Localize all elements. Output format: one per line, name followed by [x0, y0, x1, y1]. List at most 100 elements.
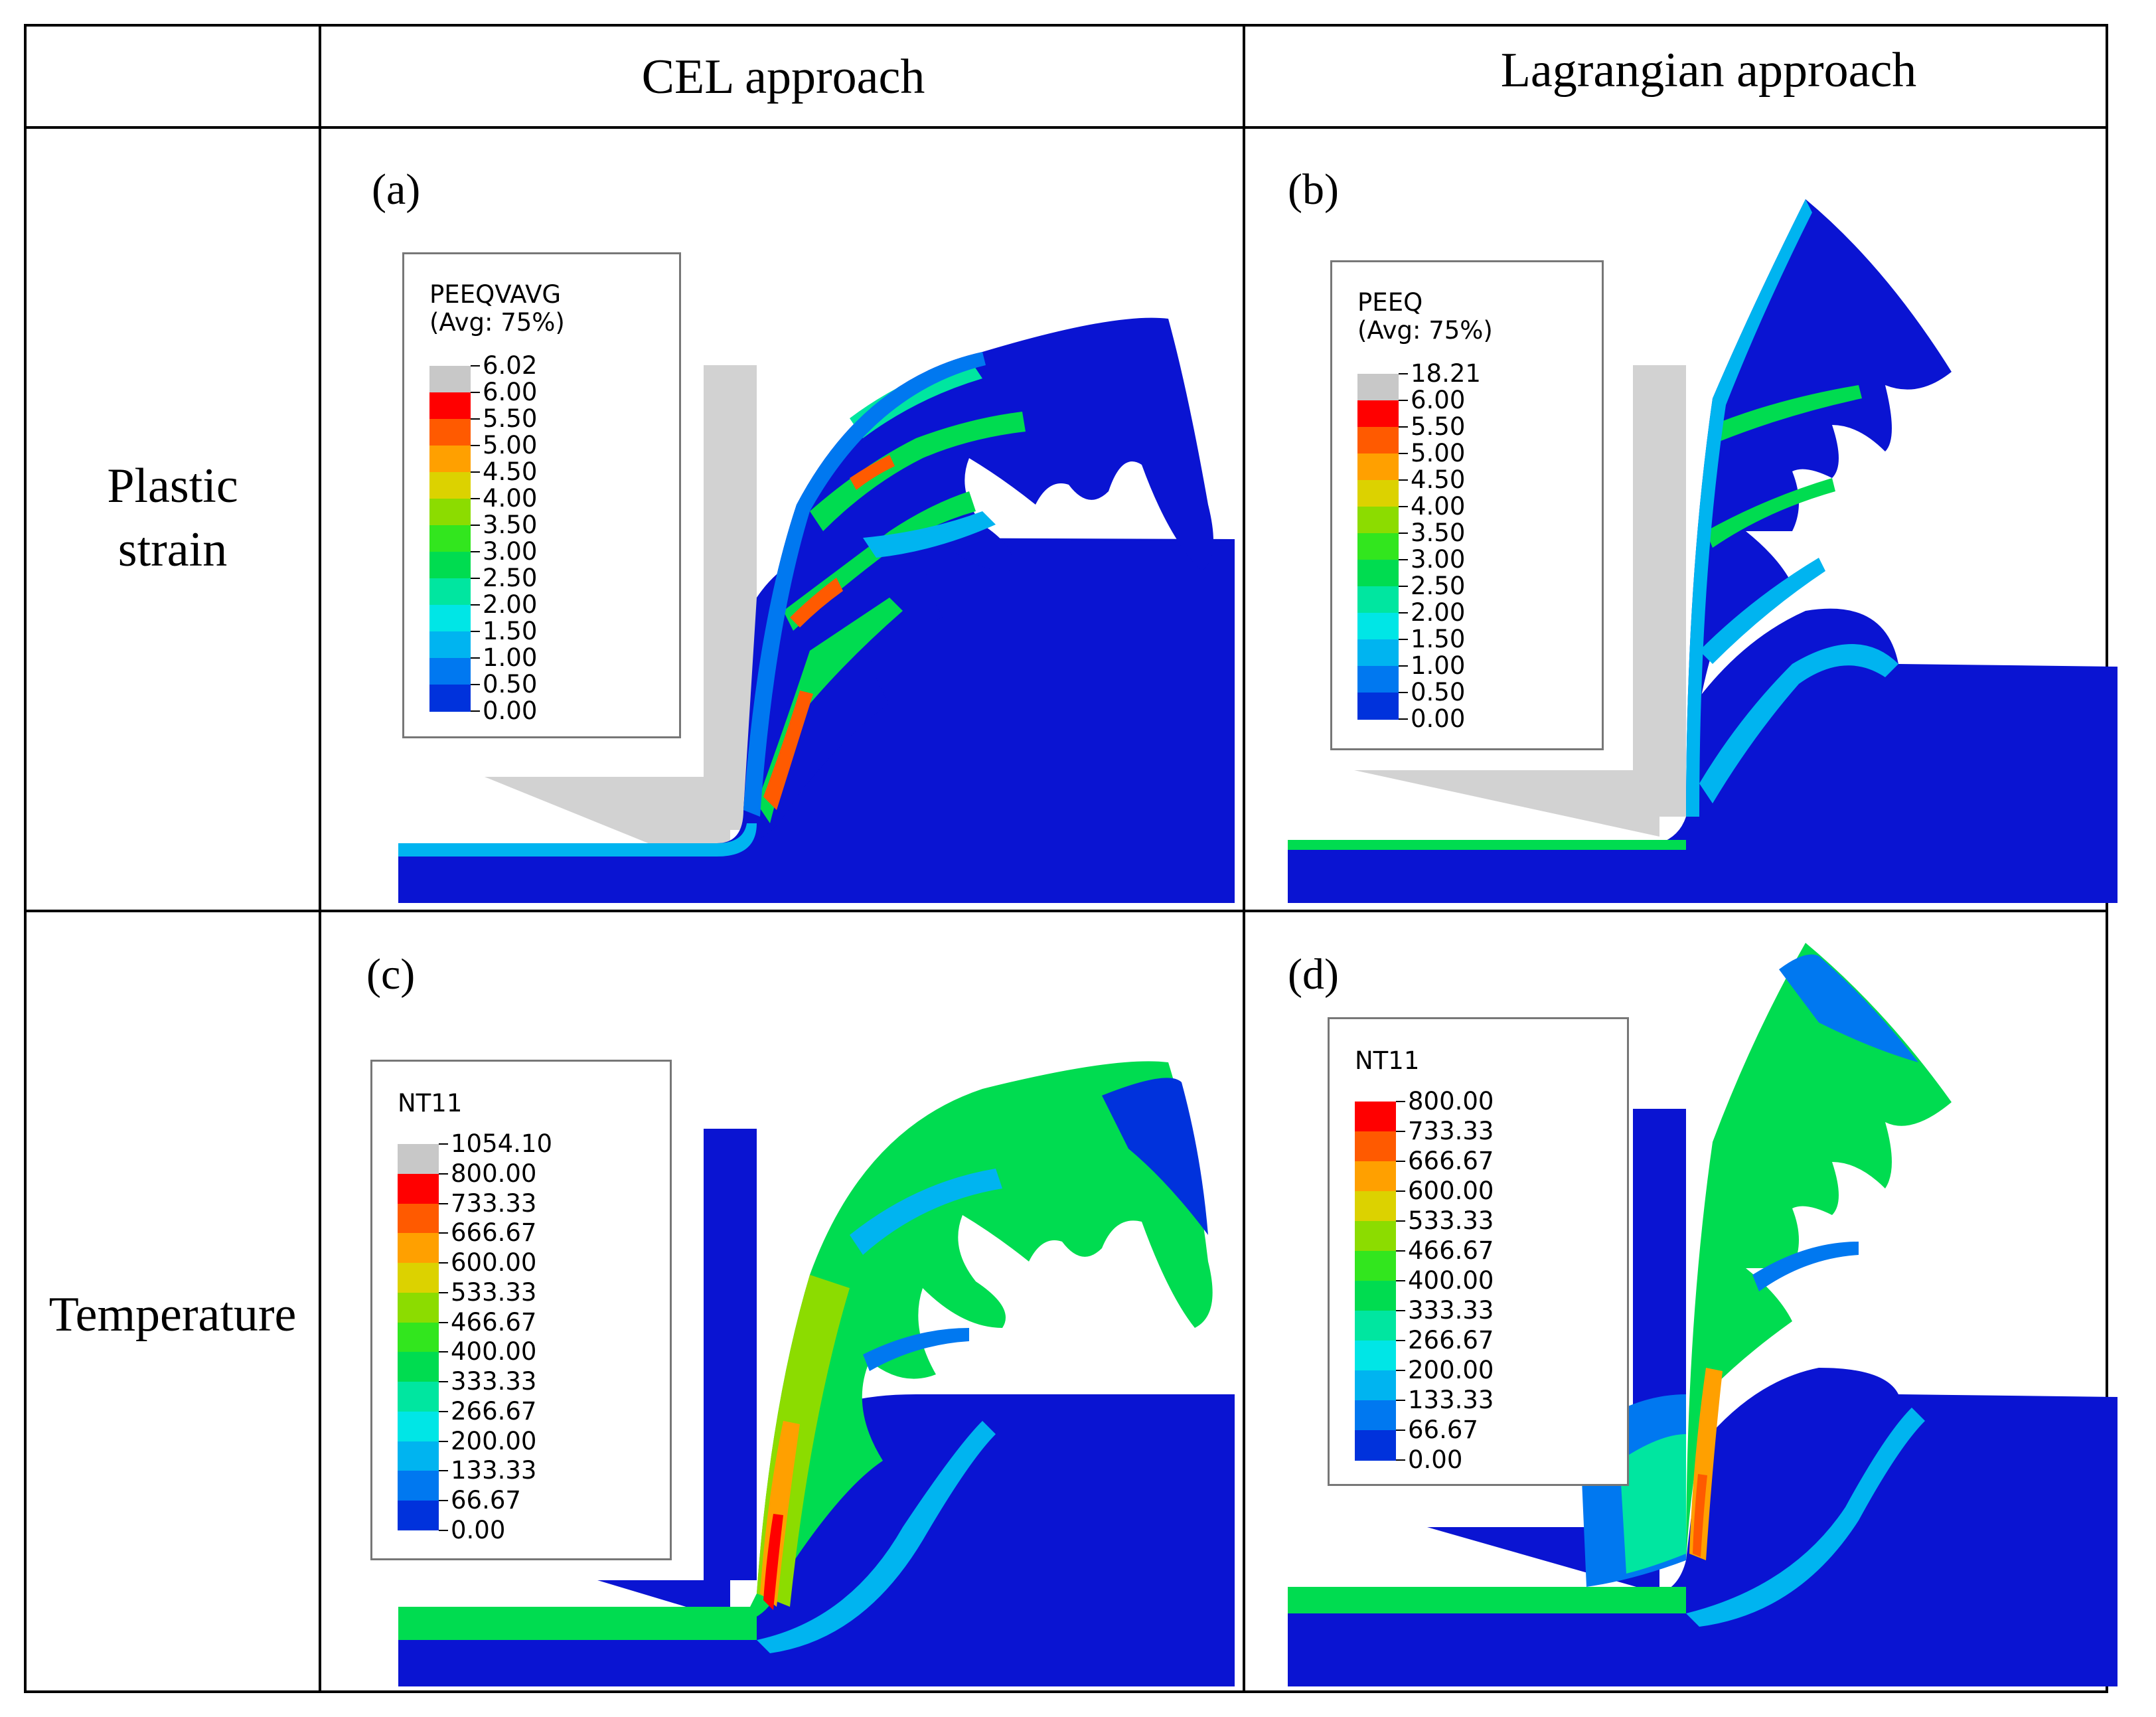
- legend-color-bar: [1357, 374, 1399, 720]
- shear-band-2-core: [790, 578, 843, 627]
- legend-value: 400.00: [451, 1337, 537, 1366]
- legend-tick: [471, 604, 480, 606]
- legend-swatch: [1355, 1281, 1396, 1311]
- legend-value: 533.33: [1408, 1206, 1494, 1235]
- chip-free-edge: [863, 511, 996, 558]
- panel-c-simulation: [398, 1061, 1235, 1686]
- legend-value: 0.00: [1408, 1445, 1463, 1474]
- legend-swatch: [398, 1352, 439, 1382]
- panel-label-b: (b): [1288, 165, 1339, 214]
- panel-label-a: (a): [372, 165, 421, 214]
- legend-tick: [471, 471, 480, 473]
- legend-value: 2.00: [483, 590, 538, 619]
- legend-tick: [1399, 400, 1408, 401]
- deformation-zone-inner: [1620, 1434, 1686, 1574]
- legend-title-line1: PEEQ: [1357, 288, 1423, 317]
- legend-value: 0.50: [483, 670, 538, 698]
- legend-value: 266.67: [451, 1396, 537, 1426]
- legend-tick: [471, 525, 480, 526]
- legend-tick: [1399, 665, 1408, 667]
- legend-value: 3.00: [483, 537, 538, 566]
- panel-label-c: (c): [366, 950, 416, 999]
- legend-swatch: [1357, 507, 1399, 534]
- legend-swatch: [429, 658, 471, 685]
- legend-swatch: [429, 419, 471, 446]
- legend-tick: [1399, 506, 1408, 507]
- legend-color-bar: [429, 366, 471, 712]
- legend-swatch: [1355, 1251, 1396, 1281]
- legend-tick: [439, 1410, 448, 1412]
- legend-swatch: [398, 1263, 439, 1293]
- row-label-temperature: Temperature: [48, 1287, 297, 1342]
- legend-swatch: [398, 1471, 439, 1501]
- column-divider-1: [319, 27, 321, 1690]
- legend-peeqvavg: PEEQVAVG (Avg: 75%) 6.02 6.00 5.50 5.00 4.50…: [402, 252, 681, 738]
- legend-swatch: [398, 1144, 439, 1175]
- cool-band: [1752, 1242, 1859, 1291]
- panel-label-d: (d): [1288, 950, 1339, 999]
- legend-value: 1.50: [483, 617, 538, 645]
- legend-tick: [1396, 1131, 1405, 1132]
- legend-tick: [1399, 639, 1408, 640]
- legend-swatch: [429, 552, 471, 579]
- legend-swatch: [398, 1441, 439, 1471]
- legend-tick: [1399, 718, 1408, 720]
- legend-value: 333.33: [1408, 1296, 1494, 1325]
- legend-value: 6.02: [483, 351, 538, 380]
- legend-swatch: [429, 578, 471, 606]
- legend-swatch: [1355, 1191, 1396, 1222]
- legend-title-line2: (Avg: 75%): [1357, 316, 1493, 345]
- legend-value: 1.00: [1411, 651, 1466, 680]
- legend-tick: [439, 1530, 448, 1531]
- legend-swatch: [1357, 586, 1399, 613]
- legend-swatch: [1357, 480, 1399, 507]
- hot-zone-core: [763, 1514, 783, 1610]
- legend-tick: [1396, 1250, 1405, 1252]
- row-divider-middle: [27, 910, 2106, 912]
- legend-tick: [439, 1440, 448, 1442]
- legend-color-bar: [398, 1144, 439, 1531]
- chip-body: [1686, 199, 1952, 817]
- legend-swatch: [398, 1173, 439, 1204]
- legend-tick: [1399, 586, 1408, 587]
- legend-peeq: PEEQ (Avg: 75%) 18.21 6.00 5.50 5.00 4.50 4.0…: [1330, 260, 1604, 750]
- legend-value: 600.00: [1408, 1177, 1494, 1205]
- legend-tick: [1399, 559, 1408, 560]
- legend-swatch: [1357, 453, 1399, 481]
- machined-surface-layer: [1288, 1587, 1686, 1613]
- legend-swatch: [1355, 1370, 1396, 1401]
- legend-swatch: [1355, 1221, 1396, 1252]
- machined-surface-layer: [398, 823, 757, 857]
- legend-value: 800.00: [1408, 1087, 1494, 1115]
- legend-tick: [1399, 373, 1408, 374]
- legend-tick: [1399, 479, 1408, 481]
- legend-tick: [471, 392, 480, 393]
- legend-tick: [439, 1381, 448, 1383]
- legend-value: 0.00: [483, 696, 538, 725]
- tool-shape: [597, 1129, 757, 1620]
- legend-swatch: [1357, 560, 1399, 587]
- legend-swatch: [1357, 693, 1399, 720]
- panel-a-simulation: [398, 317, 1235, 903]
- legend-value: 666.67: [451, 1218, 537, 1248]
- legend-value: 66.67: [1408, 1416, 1478, 1444]
- legend-value: 6.00: [483, 378, 538, 406]
- legend-value: 333.33: [451, 1367, 537, 1396]
- legend-tick: [471, 578, 480, 579]
- legend-swatch: [1355, 1430, 1396, 1461]
- legend-tick: [1396, 1400, 1405, 1401]
- legend-value: 4.50: [483, 457, 538, 486]
- legend-swatch: [429, 631, 471, 659]
- shear-band-1: [1699, 558, 1825, 664]
- machined-surface-layer: [398, 1607, 757, 1640]
- legend-swatch: [429, 446, 471, 473]
- legend-tick: [439, 1143, 448, 1145]
- legend-tick: [471, 657, 480, 659]
- workpiece-base: [1288, 608, 2118, 903]
- legend-value: 733.33: [1408, 1117, 1494, 1145]
- legend-value: 5.00: [483, 431, 538, 459]
- legend-value: 133.33: [1408, 1386, 1494, 1414]
- legend-value: 200.00: [451, 1426, 537, 1455]
- legend-tick: [471, 710, 480, 712]
- legend-value: 533.33: [451, 1277, 537, 1307]
